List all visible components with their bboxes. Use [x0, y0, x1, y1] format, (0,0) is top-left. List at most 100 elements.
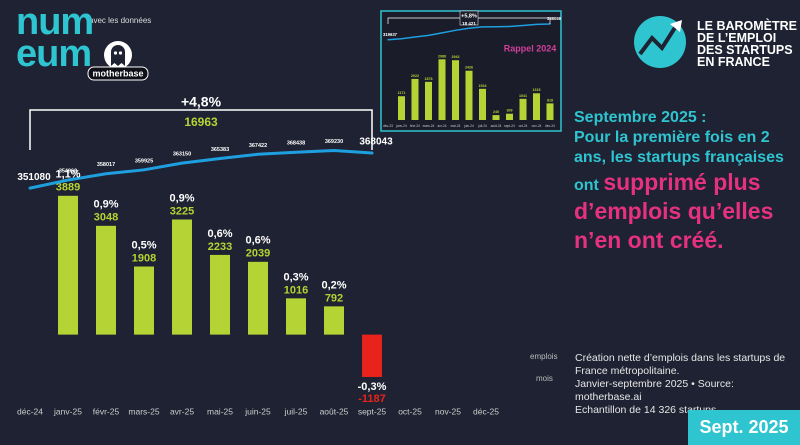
- total-label: 319637: [383, 32, 398, 37]
- x-tick-label: mars-24: [423, 124, 435, 128]
- barometer-title: LE BAROMÈTRE DE L’EMPLOI DES STARTUPS EN FR…: [697, 19, 797, 69]
- bar: [248, 261, 268, 335]
- bar-value-label: 2942: [452, 55, 460, 59]
- barometer-line: DES STARTUPS: [697, 43, 793, 57]
- change-percent: +4,8%: [181, 94, 222, 110]
- growth-label: -0,3%: [358, 381, 387, 393]
- total-label: 369230: [325, 139, 343, 145]
- bar: [172, 219, 192, 335]
- barometer-line: LE BAROMÈTRE: [697, 19, 797, 33]
- growth-label: 0,3%: [283, 271, 308, 283]
- x-tick-label: nov-24: [532, 124, 542, 128]
- change-net: 18 421: [462, 21, 476, 26]
- x-tick-label: sept-25: [358, 406, 387, 416]
- bar-value-label: 2988: [438, 54, 446, 58]
- numeum-logo: num eum: [16, 1, 94, 75]
- bar-value-label: -1187: [358, 393, 386, 405]
- total-label: 363150: [173, 152, 191, 158]
- x-tick-label: oct-24: [519, 124, 528, 128]
- growth-label: 0,5%: [131, 239, 156, 251]
- data-credit: avec les données: [89, 16, 151, 25]
- barometer-icon-arrow: [670, 20, 682, 32]
- x-tick-label: août-25: [320, 406, 349, 416]
- growth-label: 0,6%: [245, 235, 270, 247]
- x-tick-label: mai-25: [207, 406, 233, 416]
- growth-label: 1,1%: [55, 169, 80, 181]
- note-line: Echantillon de 14 326 startups.: [575, 404, 720, 416]
- bar-value-label: 3048: [94, 212, 118, 224]
- total-label: 365383: [211, 147, 229, 153]
- partner-logo-eye: [113, 51, 118, 55]
- change-percent: +5,8%: [461, 13, 477, 19]
- legend-fragment: mois: [536, 374, 553, 383]
- total-label: 338058: [547, 16, 562, 21]
- total-line: [28, 149, 374, 190]
- x-tick-label: févr-24: [410, 124, 420, 128]
- note-line: Création nette d’emplois dans les startu…: [575, 352, 786, 377]
- legend-fragment: emplois: [530, 352, 558, 361]
- bar: [546, 103, 554, 120]
- bar-value-label: 3889: [56, 182, 80, 194]
- bar-value-label: 1041: [519, 94, 527, 98]
- headline-emphasis: supprimé plus d’emplois qu’elles n’en on…: [574, 169, 774, 253]
- growth-label: 0,6%: [207, 228, 232, 240]
- x-tick-label: févr-25: [93, 406, 120, 416]
- x-tick-label: mars-25: [128, 406, 159, 416]
- x-tick-label: mai-24: [451, 124, 461, 128]
- logo-line: eum: [16, 33, 92, 75]
- total-label: 367422: [249, 143, 267, 149]
- bar: [210, 254, 230, 335]
- bar: [479, 88, 486, 120]
- partner-logo-eye: [118, 51, 123, 55]
- total-line: [387, 23, 551, 41]
- x-tick-label: avr-24: [437, 124, 446, 128]
- headline-date: Septembre 2025 :: [574, 109, 707, 126]
- partner-logo-ghost: [111, 45, 125, 66]
- total-label: 358017: [97, 162, 115, 168]
- headline-connector: ont: [574, 177, 599, 194]
- partner-pill: [87, 66, 149, 81]
- source-notes: Création nette d’emplois dans les startu…: [575, 352, 797, 417]
- bar: [519, 98, 527, 120]
- bar: [492, 115, 500, 120]
- x-tick-label: juil-25: [284, 406, 308, 416]
- x-tick-label: oct-25: [398, 406, 422, 416]
- x-tick-label: déc-24: [17, 406, 43, 416]
- total-label: 354969: [59, 169, 77, 175]
- change-box: [459, 10, 479, 26]
- bar-value-label: 1315: [533, 88, 541, 92]
- note-line: Janvier-septembre 2025 • Source: motherb…: [575, 378, 734, 403]
- bar-value-label: 2233: [208, 241, 232, 253]
- bar-value-label: 2039: [246, 248, 270, 260]
- headline-lead: Pour la première fois en 2 ans, les star…: [574, 129, 784, 166]
- bar: [452, 60, 459, 120]
- bar: [425, 81, 432, 120]
- headline: Septembre 2025 : Pour la première fois e…: [574, 108, 794, 255]
- bar: [286, 298, 306, 335]
- x-tick-label: janv-24: [395, 124, 407, 128]
- x-tick-label: janv-25: [53, 406, 82, 416]
- bar-value-label: 1016: [284, 284, 308, 296]
- bar: [324, 306, 344, 335]
- bar-value-label: 1908: [132, 252, 156, 264]
- bar-value-label: 792: [325, 292, 343, 304]
- bar: [506, 113, 513, 120]
- bar-value-label: 309: [507, 109, 513, 113]
- x-tick-label: déc-25: [473, 406, 499, 416]
- total-label: 368438: [287, 141, 305, 147]
- bar-value-label: 240: [493, 110, 499, 114]
- growth-label: 0,9%: [93, 199, 118, 211]
- growth-label: 0,9%: [169, 192, 194, 204]
- bar-value-label: 3225: [170, 205, 194, 217]
- growth-label: 0,2%: [321, 279, 346, 291]
- x-tick-label: juin-24: [463, 124, 474, 128]
- inset-title: Rappel 2024: [504, 43, 557, 53]
- barometer-line: DE L’EMPLOI: [697, 31, 777, 45]
- bar: [438, 59, 446, 120]
- change-net: 16963: [184, 115, 218, 129]
- bar: [362, 334, 382, 377]
- logo-line: num: [16, 1, 94, 43]
- x-tick-label: août-24: [491, 124, 502, 128]
- x-tick-label: juin-25: [244, 406, 271, 416]
